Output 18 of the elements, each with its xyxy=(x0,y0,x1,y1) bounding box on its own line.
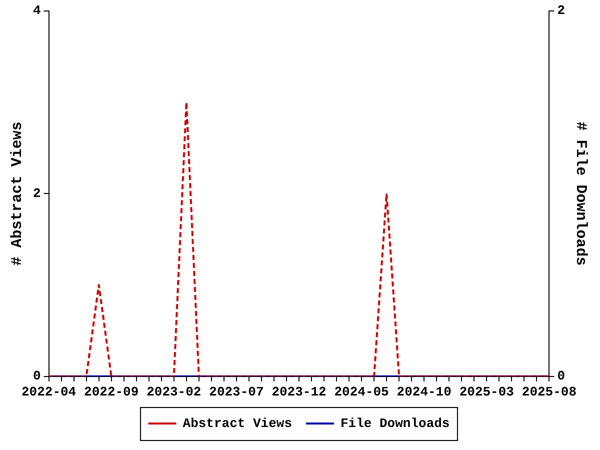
x-tick-label: 2025-03 xyxy=(459,384,514,400)
x-tick-label: 2022-09 xyxy=(84,384,139,400)
x-tick-label: 2024-10 xyxy=(396,384,452,400)
y-tick-label: 2 xyxy=(32,186,41,201)
legend-label: File Downloads xyxy=(340,416,450,431)
x-tick-label: 2023-02 xyxy=(146,384,202,400)
x-tick-label: 2023-12 xyxy=(272,384,327,400)
y-axis-title: # Abstract Views xyxy=(8,122,26,266)
legend-label: Abstract Views xyxy=(182,416,292,431)
y-tick-label: 4 xyxy=(32,3,41,18)
y2-tick-label: 0 xyxy=(557,368,566,384)
y2-tick-label: 2 xyxy=(557,3,566,18)
x-tick-label: 2024-05 xyxy=(334,384,390,400)
x-tick-label: 2022-04 xyxy=(21,384,76,400)
x-tick-label: 2023-07 xyxy=(209,384,264,400)
y-tick-label: 0 xyxy=(32,368,41,384)
x-tick-label: 2025-08 xyxy=(522,384,577,400)
y2-axis-title: # File Downloads xyxy=(572,122,590,266)
